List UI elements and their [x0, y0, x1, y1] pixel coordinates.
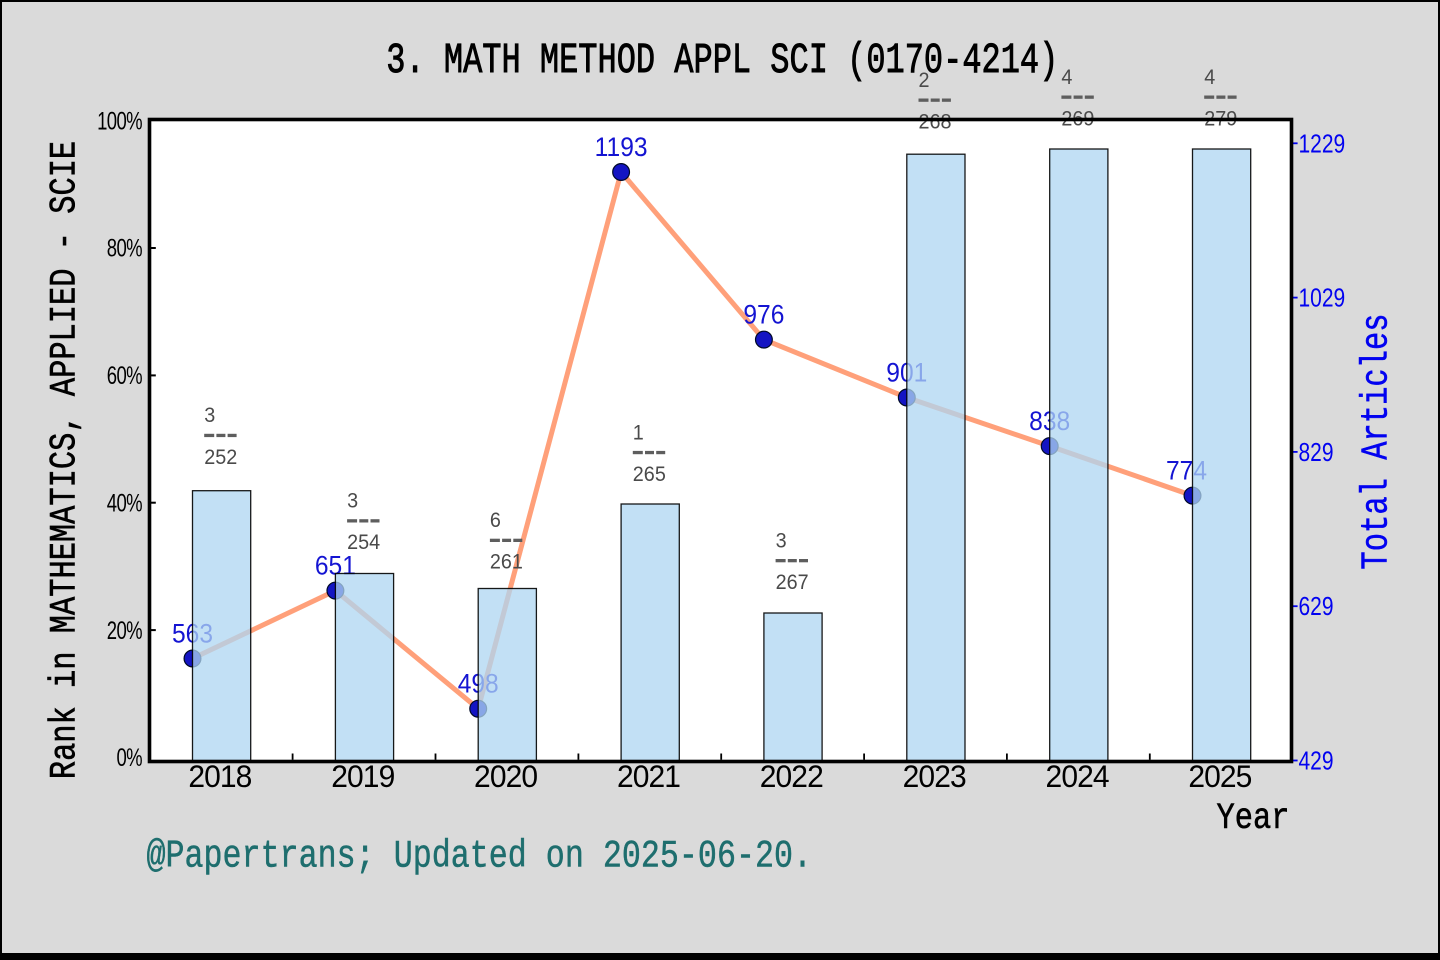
svg-text:3: 3	[204, 404, 215, 428]
svg-text:4: 4	[1061, 65, 1072, 89]
svg-text:252: 252	[204, 445, 237, 469]
svg-text:1193: 1193	[595, 133, 648, 162]
svg-text:80%: 80%	[107, 234, 142, 263]
svg-text:3: 3	[776, 529, 787, 553]
svg-text:1029: 1029	[1299, 283, 1346, 313]
svg-text:268: 268	[919, 110, 952, 134]
svg-text:2: 2	[919, 68, 930, 92]
svg-text:3: 3	[347, 489, 358, 513]
svg-text:2022: 2022	[760, 758, 823, 794]
svg-text:40%: 40%	[107, 489, 142, 518]
svg-text:Rank in MATHEMATICS, APPLIED -: Rank in MATHEMATICS, APPLIED - SCIE	[45, 141, 86, 779]
svg-text:20%: 20%	[107, 616, 142, 645]
svg-text:829: 829	[1299, 438, 1334, 468]
svg-text:2021: 2021	[617, 758, 680, 794]
svg-text:2023: 2023	[903, 758, 966, 794]
svg-text:2018: 2018	[188, 758, 251, 794]
svg-text:6: 6	[490, 509, 501, 533]
svg-text:254: 254	[347, 531, 380, 555]
svg-text:265: 265	[633, 462, 666, 486]
svg-text:261: 261	[490, 550, 523, 574]
svg-text:1: 1	[633, 421, 644, 445]
svg-text:Total Articles: Total Articles	[1356, 313, 1399, 569]
svg-text:2020: 2020	[474, 758, 537, 794]
svg-text:1229: 1229	[1299, 129, 1346, 159]
svg-text:429: 429	[1299, 746, 1334, 776]
svg-text:4: 4	[1204, 65, 1215, 89]
svg-text:3. MATH METHOD APPL SCI (0170-: 3. MATH METHOD APPL SCI (0170-4214)	[386, 38, 1058, 86]
svg-text:2019: 2019	[331, 758, 394, 794]
svg-text:267: 267	[776, 570, 809, 594]
svg-text:@Papertrans; Updated on 2025-0: @Papertrans; Updated on 2025-06-20.	[147, 834, 813, 879]
svg-text:2025: 2025	[1188, 758, 1251, 794]
svg-text:629: 629	[1299, 592, 1334, 622]
svg-text:Year: Year	[1217, 798, 1290, 840]
svg-text:60%: 60%	[107, 361, 142, 390]
svg-text:100%: 100%	[97, 107, 142, 136]
svg-text:0%: 0%	[116, 743, 142, 772]
svg-text:976: 976	[743, 300, 784, 329]
svg-text:2024: 2024	[1046, 758, 1110, 794]
